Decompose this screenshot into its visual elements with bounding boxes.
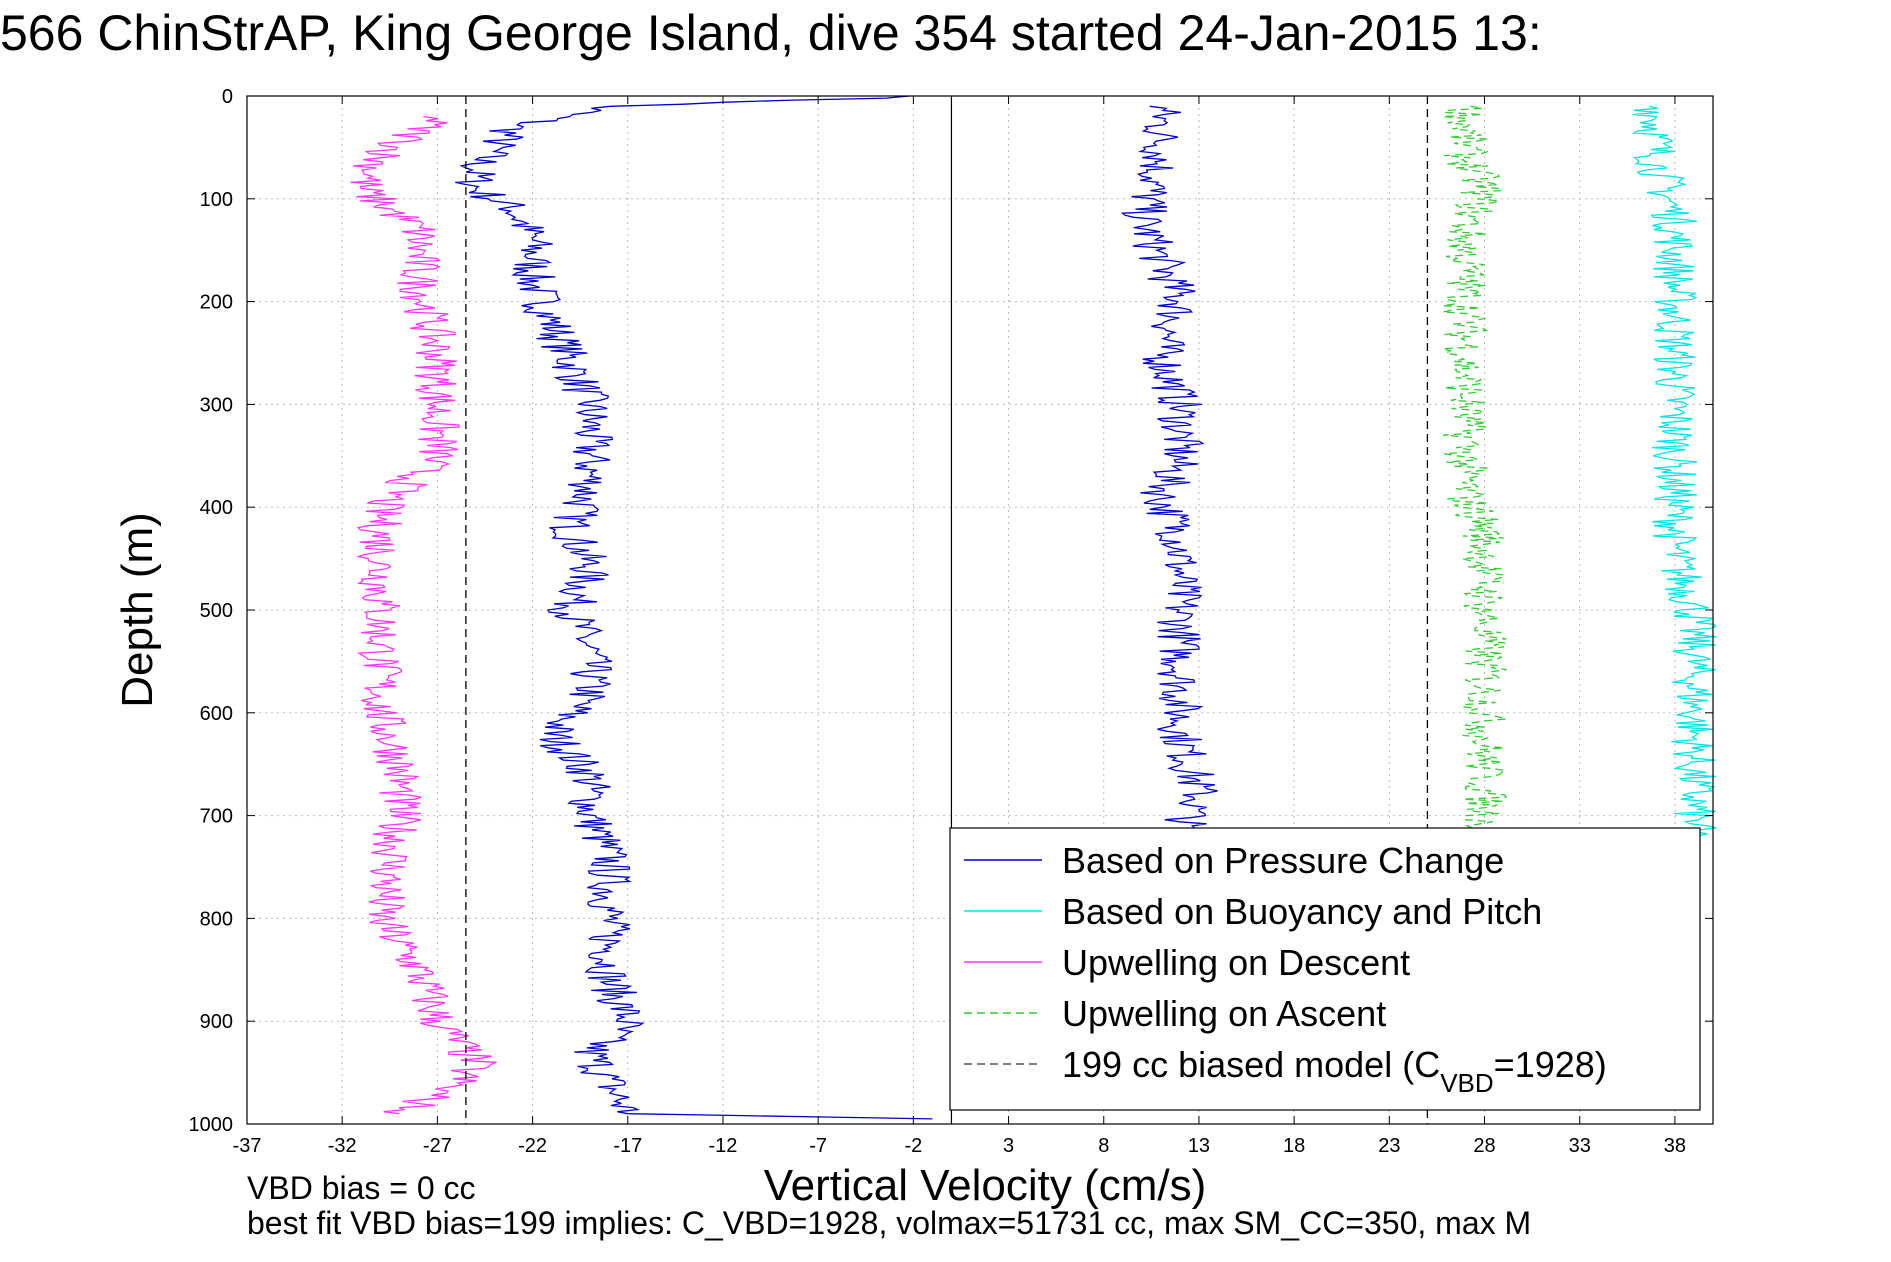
legend-label: 199 cc biased model (CVBD=1928) — [1062, 1044, 1607, 1098]
x-tick-label: -22 — [518, 1135, 547, 1157]
series-line-3 — [350, 115, 497, 1115]
y-tick-label: 600 — [200, 703, 233, 725]
x-tick-label: 3 — [1003, 1135, 1014, 1157]
series-line-2 — [1631, 105, 1717, 837]
x-tick-label: -27 — [423, 1135, 452, 1157]
x-tick-label: 23 — [1378, 1135, 1400, 1157]
y-tick-label: 700 — [200, 806, 233, 828]
x-tick-label: -37 — [233, 1135, 262, 1157]
y-axis-label: Depth (m) — [113, 512, 162, 708]
x-tick-label: 38 — [1664, 1135, 1686, 1157]
x-tick-label: 18 — [1283, 1135, 1305, 1157]
x-tick-label: -12 — [709, 1135, 738, 1157]
best-fit-note: best fit VBD bias=199 implies: C_VBD=192… — [247, 1205, 1532, 1241]
y-tick-label: 500 — [200, 600, 233, 622]
x-tick-label: 8 — [1098, 1135, 1109, 1157]
x-tick-label: -17 — [613, 1135, 642, 1157]
series-layer — [350, 95, 1717, 1124]
y-tick-label: 0 — [222, 86, 233, 108]
y-tick-label: 800 — [200, 908, 233, 930]
y-tick-label: 200 — [200, 292, 233, 314]
vbd-bias-note: VBD bias = 0 cc — [247, 1170, 476, 1206]
legend-label: Based on Buoyancy and Pitch — [1062, 891, 1542, 932]
chart-title: 566 ChinStrAP, King George Island, dive … — [0, 5, 1542, 61]
x-axis-label: Vertical Velocity (cm/s) — [764, 1161, 1207, 1210]
y-tick-label: 1000 — [189, 1114, 234, 1136]
legend-label: Upwelling on Ascent — [1062, 993, 1386, 1034]
x-tick-label: 13 — [1188, 1135, 1210, 1157]
y-tick-label: 900 — [200, 1011, 233, 1033]
series-line-0 — [455, 95, 933, 1120]
legend-label: Upwelling on Descent — [1062, 942, 1410, 983]
x-axis: -37 -32 -27 -22 -17 -12 -7 -2 3 8 13 18 23 28 33 38 — [233, 96, 1686, 1157]
x-tick-label: -7 — [809, 1135, 827, 1157]
y-tick-label: 300 — [200, 394, 233, 416]
y-tick-label: 400 — [200, 497, 233, 519]
x-tick-label: -32 — [328, 1135, 357, 1157]
series-line-1 — [1120, 105, 1218, 837]
x-tick-label: -2 — [904, 1135, 922, 1157]
legend: Based on Pressure Change Based on Buoyanc… — [949, 827, 1701, 1111]
y-tick-label: 100 — [200, 189, 233, 211]
x-tick-label: 33 — [1569, 1135, 1591, 1157]
series-line-4 — [1442, 105, 1508, 837]
x-tick-label: 28 — [1473, 1135, 1495, 1157]
legend-box — [949, 827, 1701, 1111]
legend-label: Based on Pressure Change — [1062, 840, 1504, 881]
y-axis: 0 100 200 300 400 500 600 700 800 900 1000 — [189, 86, 1713, 1136]
